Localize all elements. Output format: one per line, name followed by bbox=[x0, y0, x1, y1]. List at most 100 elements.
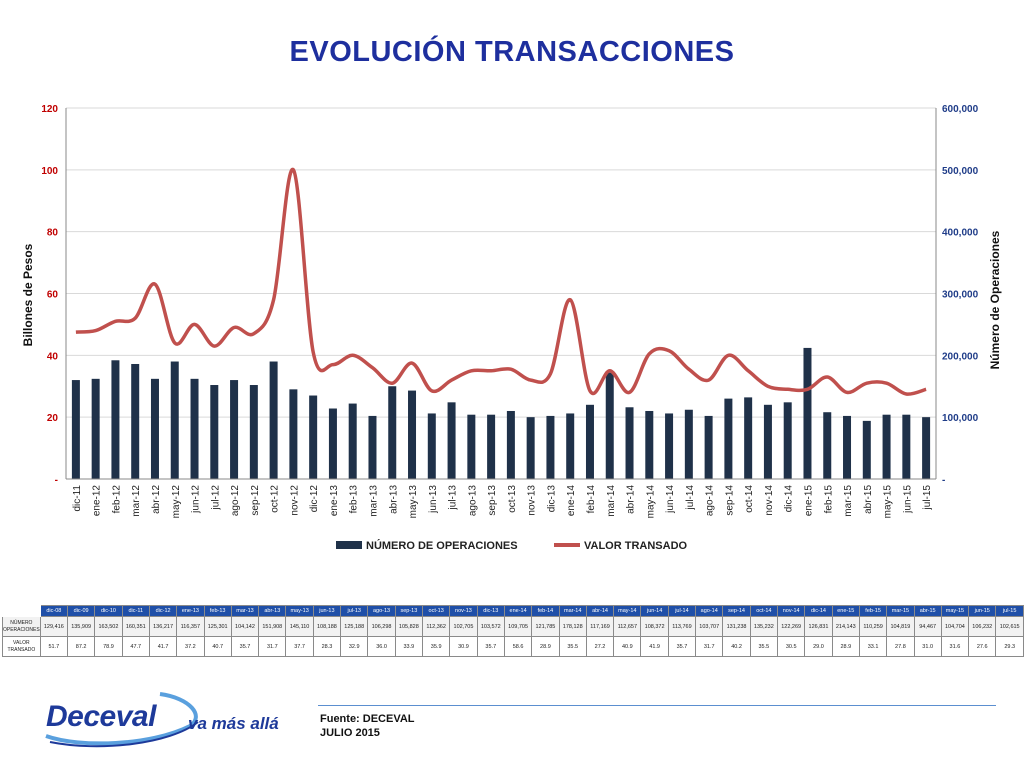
table-cell: 27.6 bbox=[968, 636, 997, 657]
bar bbox=[111, 360, 120, 479]
table-column-header: abr-13 bbox=[258, 605, 287, 617]
table-cell: 125,301 bbox=[203, 616, 232, 637]
bar bbox=[843, 415, 852, 479]
table-cell: 33.1 bbox=[858, 636, 888, 657]
x-tick-label: mar-15 bbox=[843, 485, 854, 517]
bar bbox=[724, 398, 733, 479]
table-cell: 35.5 bbox=[558, 636, 587, 657]
right-tick-label: 400,000 bbox=[942, 228, 979, 239]
bar bbox=[447, 402, 456, 479]
x-tick-label: jun-13 bbox=[428, 485, 439, 514]
table-cell: 32.9 bbox=[340, 636, 369, 657]
bar bbox=[744, 397, 753, 479]
legend-swatch-operaciones bbox=[336, 541, 362, 549]
table-column-header: ago-14 bbox=[695, 605, 724, 617]
bar bbox=[190, 378, 199, 479]
table-cell: 126,831 bbox=[804, 616, 833, 637]
bar bbox=[684, 409, 693, 479]
table-cell: 29.0 bbox=[804, 636, 833, 657]
x-tick-label: ene-13 bbox=[329, 485, 340, 517]
left-tick-label: 20 bbox=[47, 413, 59, 424]
source-text: Fuente: DECEVAL bbox=[320, 713, 415, 725]
table-cell: 163,502 bbox=[94, 616, 123, 637]
x-tick-label: abr-13 bbox=[388, 485, 399, 514]
bar bbox=[269, 361, 278, 479]
x-tick-label: jul-14 bbox=[685, 485, 696, 511]
x-tick-label: sep-12 bbox=[250, 485, 261, 516]
logo-tagline: va más allá bbox=[188, 714, 279, 733]
left-tick-label: 120 bbox=[41, 104, 58, 115]
x-tick-label: oct-14 bbox=[744, 485, 755, 513]
x-tick-label: dic-13 bbox=[546, 485, 557, 513]
bar bbox=[585, 404, 594, 479]
bar bbox=[922, 417, 931, 479]
table-column-header: jun-13 bbox=[312, 605, 342, 617]
bar bbox=[388, 386, 397, 479]
x-tick-label: ene-14 bbox=[566, 485, 577, 517]
table-column-header: feb-14 bbox=[531, 605, 560, 617]
table-column-header: abr-14 bbox=[585, 605, 615, 617]
table-cell: 27.2 bbox=[585, 636, 615, 657]
x-tick-label: feb-13 bbox=[349, 485, 360, 514]
table-column-header: feb-13 bbox=[203, 605, 232, 617]
table-row-label: VALOR TRANSADO bbox=[2, 636, 41, 657]
table-cell: 31.6 bbox=[940, 636, 970, 657]
x-tick-label: abr-12 bbox=[151, 485, 162, 514]
table-cell: 94,467 bbox=[913, 616, 942, 637]
x-tick-label: jun-14 bbox=[665, 485, 676, 514]
table-cell: 36.0 bbox=[367, 636, 396, 657]
table-row-label: NÚMERO OPERACIONES bbox=[2, 616, 41, 637]
x-tick-label: sep-14 bbox=[724, 485, 735, 516]
x-tick-label: mar-13 bbox=[369, 485, 380, 517]
table-cell: 108,188 bbox=[312, 616, 342, 637]
left-tick-label: 80 bbox=[47, 228, 59, 239]
bar bbox=[289, 389, 298, 479]
x-tick-label: nov-14 bbox=[764, 485, 775, 516]
table-cell: 58.6 bbox=[503, 636, 533, 657]
bar bbox=[249, 385, 258, 479]
x-tick-label: sep-13 bbox=[487, 485, 498, 516]
table-cell: 106,232 bbox=[968, 616, 997, 637]
x-tick-label: mar-12 bbox=[131, 485, 142, 517]
x-tick-label: ago-14 bbox=[705, 485, 716, 517]
bar bbox=[91, 378, 100, 479]
data-table: dic-08 dic-09 dic-10 dic-11 dic-12 ene-13 feb-… bbox=[2, 605, 1024, 657]
table-cell: 103,707 bbox=[695, 616, 724, 637]
table-cell: 35.5 bbox=[749, 636, 779, 657]
bar bbox=[882, 414, 891, 479]
table-cell: 136,217 bbox=[148, 616, 178, 637]
table-column-header: jul-14 bbox=[667, 605, 697, 617]
table-cell: 125,188 bbox=[340, 616, 369, 637]
table-cell: 40.2 bbox=[722, 636, 751, 657]
table-cell: 105,828 bbox=[394, 616, 424, 637]
table-column-header: dic-09 bbox=[66, 605, 96, 617]
table-column-header: dic-08 bbox=[39, 605, 68, 617]
x-tick-label: dic-14 bbox=[784, 485, 795, 513]
bar bbox=[170, 361, 179, 479]
table-cell: 78.9 bbox=[94, 636, 123, 657]
table-cell: 47.7 bbox=[121, 636, 150, 657]
table-column-header: sep-14 bbox=[722, 605, 751, 617]
table-column-header: nov-14 bbox=[777, 605, 806, 617]
line-valor-transado bbox=[75, 168, 927, 396]
table-cell: 28.9 bbox=[531, 636, 560, 657]
table-column-header: abr-15 bbox=[913, 605, 942, 617]
table-cell: 29.3 bbox=[995, 636, 1024, 657]
table-cell: 109,705 bbox=[503, 616, 533, 637]
table-column-header: dic-13 bbox=[476, 605, 505, 617]
table-column-header: mar-13 bbox=[230, 605, 260, 617]
x-tick-label: oct-13 bbox=[507, 485, 518, 513]
source-note: Fuente: DECEVAL JULIO 2015 bbox=[320, 712, 415, 740]
x-tick-label: oct-12 bbox=[270, 485, 281, 513]
bar bbox=[902, 414, 911, 479]
right-tick-label: 500,000 bbox=[942, 166, 979, 177]
table-cell: 41.9 bbox=[640, 636, 669, 657]
table-column-header: nov-13 bbox=[449, 605, 478, 617]
bar bbox=[487, 414, 496, 479]
table-column-header: mar-15 bbox=[886, 605, 915, 617]
table-column-header: jun-14 bbox=[640, 605, 669, 617]
bar bbox=[467, 414, 476, 479]
table-cell: 104,142 bbox=[230, 616, 260, 637]
x-tick-label: feb-15 bbox=[823, 485, 834, 514]
x-tick-label: jun-12 bbox=[191, 485, 202, 514]
